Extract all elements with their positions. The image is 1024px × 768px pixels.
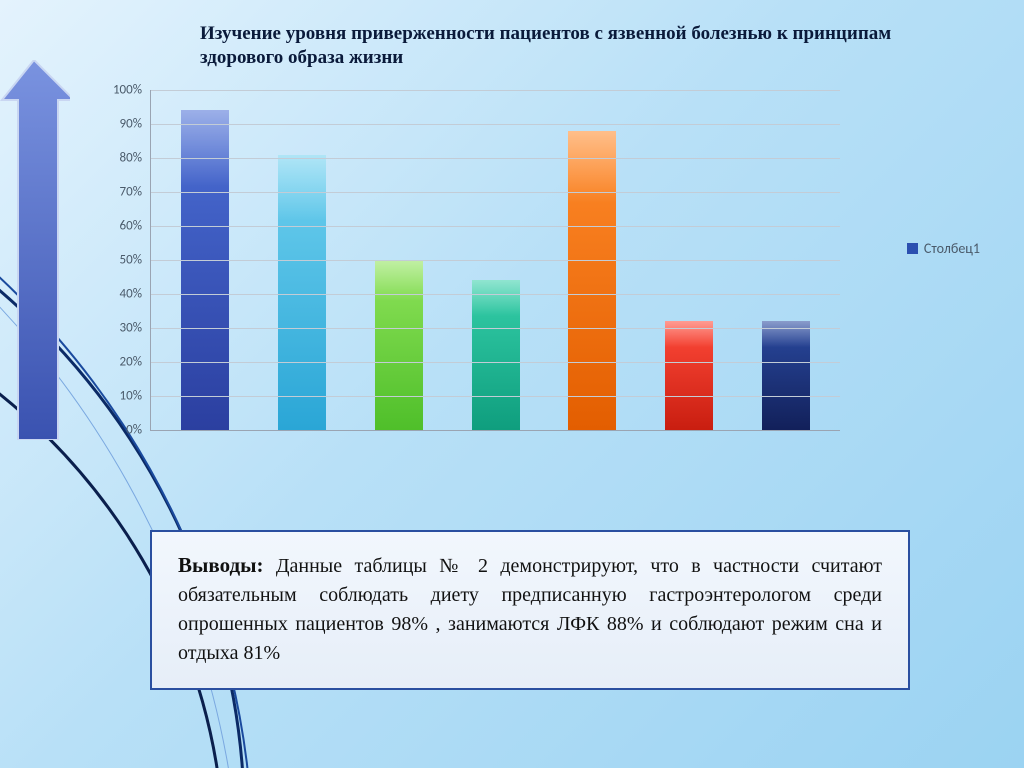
y-axis-tick-label: 40% <box>98 287 142 302</box>
gridline <box>151 396 840 397</box>
y-axis-tick-label: 30% <box>98 321 142 336</box>
chart-legend: Столбец1 <box>907 240 980 257</box>
bar-highlight <box>762 321 810 354</box>
bar-highlight <box>568 131 616 221</box>
bar <box>472 280 520 430</box>
y-axis-tick-label: 60% <box>98 219 142 234</box>
y-axis-tick-label: 80% <box>98 151 142 166</box>
legend-label: Столбец1 <box>924 240 980 257</box>
y-axis-tick-label: 70% <box>98 185 142 200</box>
bar-highlight <box>278 155 326 238</box>
conclusion-body: Данные таблицы № 2 демонстрируют, что в … <box>178 555 882 664</box>
gridline <box>151 362 840 363</box>
bar <box>375 260 423 430</box>
slide: Изучение уровня приверженности пациентов… <box>0 0 1024 768</box>
gridline <box>151 260 840 261</box>
gridline <box>151 328 840 329</box>
gridline <box>151 294 840 295</box>
bar <box>665 321 713 430</box>
gridline <box>151 158 840 159</box>
bar <box>762 321 810 430</box>
conclusion-lead: Выводы: <box>178 553 264 577</box>
y-axis-tick-label: 0% <box>98 423 142 438</box>
gridline <box>151 192 840 193</box>
y-axis-tick-label: 20% <box>98 355 142 370</box>
gridline <box>151 226 840 227</box>
bar-highlight <box>472 280 520 325</box>
bar <box>278 155 326 430</box>
y-axis-tick-label: 90% <box>98 117 142 132</box>
plot-area <box>150 90 840 431</box>
gridline <box>151 90 840 91</box>
y-axis-tick-label: 100% <box>98 83 142 98</box>
chart-title: Изучение уровня приверженности пациентов… <box>200 22 920 70</box>
y-axis-tick-label: 10% <box>98 389 142 404</box>
gridline <box>151 124 840 125</box>
bar-highlight <box>375 260 423 311</box>
conclusion-box: Выводы: Данные таблицы № 2 демонстрируют… <box>150 530 910 690</box>
y-axis-tick-label: 50% <box>98 253 142 268</box>
bar-highlight <box>665 321 713 354</box>
chart-area: 0%10%20%30%40%50%60%70%80%90%100% Столбе… <box>100 80 970 480</box>
legend-swatch-icon <box>907 243 918 254</box>
bar-chart: 0%10%20%30%40%50%60%70%80%90%100% <box>150 90 840 450</box>
arrow-decoration-icon <box>0 60 70 440</box>
bar <box>568 131 616 430</box>
